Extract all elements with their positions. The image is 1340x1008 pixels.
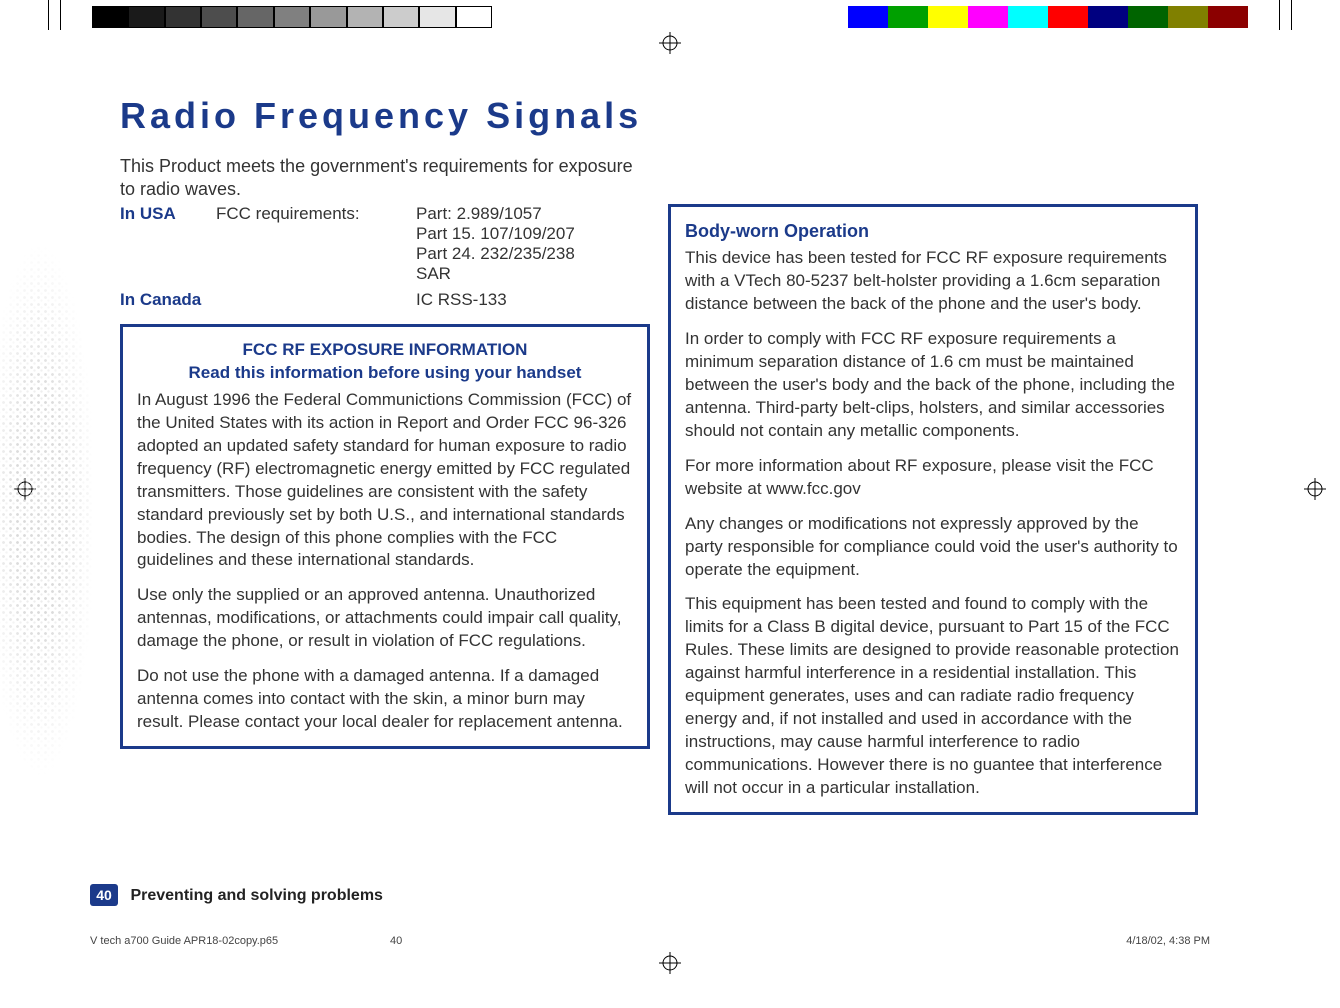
fcc-box-header: FCC RF EXPOSURE INFORMATION — [137, 339, 633, 362]
usa-mid: FCC requirements: — [216, 204, 416, 284]
left-column: In USA FCC requirements: Part: 2.989/105… — [120, 204, 650, 815]
canada-label: In Canada — [120, 290, 416, 310]
body-worn-title: Body-worn Operation — [685, 219, 1181, 243]
file-date: 4/18/02, 4:38 PM — [1126, 935, 1210, 947]
usa-val-3: SAR — [416, 264, 636, 284]
fcc-box-p2: Use only the supplied or an approved ant… — [137, 584, 633, 653]
page-number-badge: 40 — [90, 884, 118, 906]
fcc-box-p3: Do not use the phone with a damaged ante… — [137, 665, 633, 734]
file-info-line: V tech a700 Guide APR18-02copy.p65 40 4/… — [90, 935, 1210, 947]
body-worn-box: Body-worn Operation This device has been… — [668, 204, 1198, 815]
usa-val-2: Part 24. 232/235/238 — [416, 244, 636, 264]
file-page-num: 40 — [390, 935, 690, 947]
page-title: Radio Frequency Signals — [120, 95, 1220, 137]
requirements-table: In USA FCC requirements: Part: 2.989/105… — [120, 204, 650, 310]
section-label: Preventing and solving problems — [130, 887, 383, 905]
fcc-box-p1: In August 1996 the Federal Communictions… — [137, 389, 633, 573]
usa-val-1: Part 15. 107/109/207 — [416, 224, 636, 244]
body-worn-p5: This equipment has been tested and found… — [685, 593, 1181, 799]
body-worn-p1: This device has been tested for FCC RF e… — [685, 247, 1181, 316]
registration-mark-icon — [1304, 478, 1326, 500]
registration-mark-icon — [659, 32, 681, 54]
usa-val-0: Part: 2.989/1057 — [416, 204, 636, 224]
page-footer: 40 Preventing and solving problems — [90, 884, 1210, 906]
grayscale-calibration-bar — [92, 6, 492, 28]
registration-mark-icon — [659, 952, 681, 974]
right-column: Body-worn Operation This device has been… — [668, 204, 1198, 815]
canada-val: IC RSS-133 — [416, 290, 636, 310]
usa-label: In USA — [120, 204, 216, 284]
body-worn-p2: In order to comply with FCC RF exposure … — [685, 328, 1181, 443]
fcc-box-subheader: Read this information before using your … — [137, 362, 633, 385]
page-content: Radio Frequency Signals This Product mee… — [120, 95, 1220, 815]
decorative-halftone — [0, 210, 92, 910]
color-calibration-bar — [848, 6, 1248, 28]
fcc-exposure-box: FCC RF EXPOSURE INFORMATION Read this in… — [120, 324, 650, 749]
body-worn-p4: Any changes or modifications not express… — [685, 513, 1181, 582]
intro-text: This Product meets the government's requ… — [120, 155, 640, 200]
file-name: V tech a700 Guide APR18-02copy.p65 — [90, 935, 390, 947]
body-worn-p3: For more information about RF exposure, … — [685, 455, 1181, 501]
